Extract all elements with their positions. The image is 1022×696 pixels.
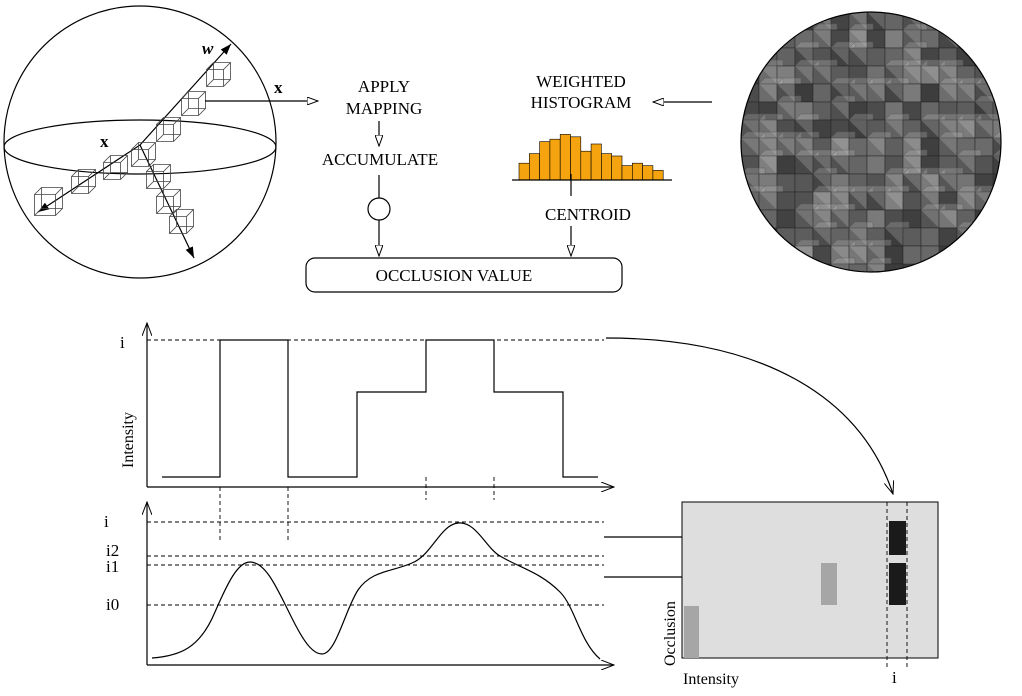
voxel-face — [992, 131, 1001, 157]
sample-cube — [103, 155, 128, 180]
histogram-bar — [601, 153, 613, 181]
occlusion-dark-bar-upper — [889, 521, 906, 555]
voxel — [848, 155, 868, 175]
bottom-smoothed-profile — [147, 502, 614, 665]
weighted-histogram — [518, 134, 664, 181]
sample-cube — [34, 187, 63, 216]
histogram-bar — [539, 141, 551, 181]
voxel — [920, 227, 940, 247]
occlusion-value-label: OCCLUSION VALUE — [376, 266, 533, 285]
voxel — [938, 227, 958, 247]
sample-cube — [169, 209, 194, 234]
voxel — [776, 209, 796, 229]
voxel — [794, 173, 814, 193]
histogram-bar — [580, 150, 592, 181]
voxel — [776, 227, 796, 247]
apply-mapping-line1: APPLY — [358, 77, 410, 96]
accumulator-node — [367, 197, 391, 221]
voxel — [776, 155, 796, 175]
histogram-bar — [652, 170, 664, 181]
level-i2-label: i2 — [106, 541, 119, 560]
centroid-label: CENTROID — [545, 205, 631, 224]
sample-cube — [71, 169, 96, 194]
voxel — [884, 263, 904, 272]
voxel — [812, 245, 832, 265]
histogram-bar — [611, 155, 623, 181]
voxel — [884, 29, 904, 49]
occlusion-dark-bar-lower — [889, 563, 906, 605]
voxel — [902, 191, 922, 211]
level-i-label: i — [104, 512, 109, 531]
occlusion-map-marker-label: i — [892, 668, 897, 687]
occlusion-gray-bar-mid — [821, 563, 837, 605]
histogram-bar — [549, 138, 561, 181]
histogram-bar — [528, 153, 540, 181]
level-i0-label: i0 — [106, 595, 119, 614]
sample-cube — [206, 62, 231, 87]
apply-mapping-line2: MAPPING — [346, 99, 423, 118]
voxel — [884, 12, 904, 31]
sample-cube — [146, 164, 171, 189]
voxel — [776, 191, 796, 211]
voxel — [902, 83, 922, 103]
accumulate-label: ACCUMULATE — [322, 150, 438, 169]
histogram-bar — [570, 136, 582, 181]
weighted-histogram-line2: HISTOGRAM — [531, 93, 632, 112]
voxel — [866, 47, 886, 67]
ray-left-arrow — [37, 144, 141, 213]
voxel — [812, 83, 832, 103]
voxel — [920, 83, 940, 103]
weighted-histogram-line1: WEIGHTED — [536, 72, 626, 91]
histogram-bar — [559, 134, 571, 181]
voxel — [974, 155, 994, 175]
occlusion-map-ylabel: Occlusion — [662, 601, 679, 666]
sample-cube — [156, 189, 181, 214]
top-step-profile — [162, 339, 598, 478]
voxel — [992, 155, 1001, 175]
histogram-bar — [642, 165, 654, 181]
occlusion-map-xlabel: Intensity — [683, 671, 739, 688]
sampling-sphere — [3, 5, 277, 279]
occlusion-map — [681, 501, 939, 668]
sample-cube — [156, 117, 181, 142]
voxel-face — [992, 149, 1001, 175]
voxel-sphere — [740, 11, 1002, 273]
voxel — [992, 119, 1001, 139]
top-y-axis-label: Intensity — [120, 412, 137, 468]
top-level-i-label: i — [120, 333, 125, 352]
voxel — [992, 137, 1001, 157]
x-arrow-label: x — [274, 78, 283, 97]
top-intensity-profile — [147, 323, 614, 540]
voxel — [902, 245, 922, 265]
voxel — [848, 263, 868, 272]
x-point-label: x — [100, 132, 109, 151]
voxel — [866, 263, 886, 272]
profile-to-map-curve-arrow — [605, 337, 893, 494]
occlusion-gray-bar-left — [684, 606, 699, 658]
histogram-bar — [518, 162, 530, 181]
ray-down-arrow — [139, 144, 195, 259]
sample-cube — [181, 91, 206, 116]
histogram-bar — [631, 162, 643, 181]
occlusion-value-box — [305, 257, 623, 293]
w-label: w — [202, 39, 214, 58]
histogram-bar — [590, 143, 602, 181]
sample-cubes — [34, 62, 231, 234]
level-i1-label: i1 — [106, 557, 119, 576]
histogram-bar — [621, 165, 633, 181]
voxel — [902, 227, 922, 247]
voxel — [866, 155, 886, 175]
bottom-smoothed-curve — [151, 522, 601, 660]
voxel — [884, 137, 904, 157]
sample-cube — [131, 142, 156, 167]
